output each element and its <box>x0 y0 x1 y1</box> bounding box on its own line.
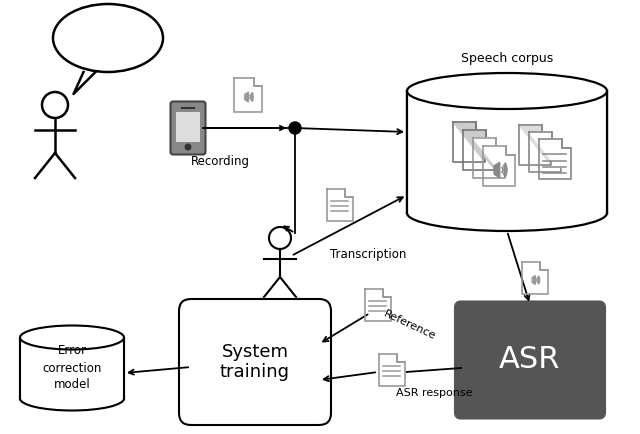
Polygon shape <box>365 289 391 321</box>
Polygon shape <box>234 78 262 112</box>
Ellipse shape <box>407 73 607 109</box>
Bar <box>407 91 607 213</box>
Bar <box>176 112 200 142</box>
Text: ASR: ASR <box>499 345 561 375</box>
Circle shape <box>289 122 301 134</box>
Polygon shape <box>494 162 500 178</box>
Polygon shape <box>539 139 571 179</box>
FancyBboxPatch shape <box>170 102 205 155</box>
Text: Error
correction
model: Error correction model <box>42 345 102 391</box>
Polygon shape <box>327 189 353 221</box>
Bar <box>20 338 124 398</box>
Polygon shape <box>245 92 248 102</box>
Polygon shape <box>529 132 561 172</box>
Text: Transcription: Transcription <box>330 248 406 261</box>
Ellipse shape <box>20 387 124 411</box>
Polygon shape <box>473 138 505 178</box>
Text: System
training: System training <box>220 342 290 381</box>
Text: Reference: Reference <box>382 309 437 342</box>
Ellipse shape <box>53 4 163 72</box>
Polygon shape <box>483 146 515 186</box>
Polygon shape <box>74 72 95 94</box>
Text: ASR response: ASR response <box>396 388 472 398</box>
Ellipse shape <box>20 326 124 349</box>
FancyBboxPatch shape <box>179 299 331 425</box>
Text: Speech corpus: Speech corpus <box>461 52 553 65</box>
Text: Recording: Recording <box>191 155 250 168</box>
Polygon shape <box>379 354 405 386</box>
Polygon shape <box>463 130 495 170</box>
FancyBboxPatch shape <box>455 302 605 418</box>
Polygon shape <box>453 122 485 162</box>
Circle shape <box>184 144 191 151</box>
Polygon shape <box>532 276 536 284</box>
Polygon shape <box>519 125 551 165</box>
Ellipse shape <box>407 195 607 231</box>
Polygon shape <box>522 262 548 294</box>
